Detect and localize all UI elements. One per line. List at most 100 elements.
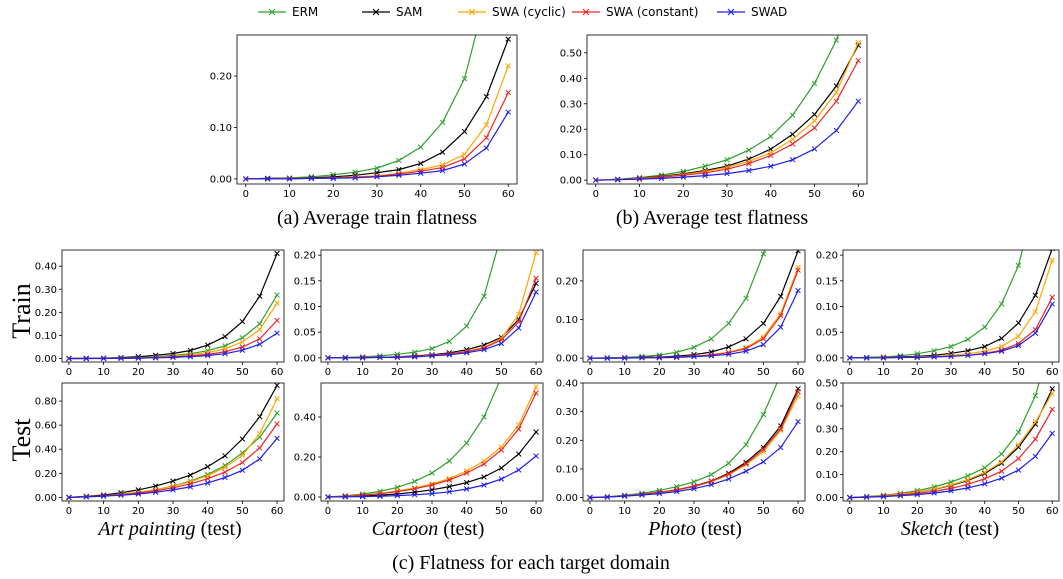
- caption-photo-italic: Photo: [647, 518, 696, 540]
- axes-frame: [320, 249, 544, 363]
- x-tick-label: 40: [460, 367, 473, 378]
- point-erm: [429, 470, 435, 476]
- x-tick-label: 60: [271, 506, 284, 517]
- point-swad: [170, 487, 176, 493]
- point-swad: [325, 355, 331, 361]
- point-swa-cyclic: [965, 476, 971, 483]
- point-swa-constant: [204, 475, 211, 482]
- x-tick-label: 0: [66, 506, 72, 517]
- point-sam: [274, 250, 280, 257]
- x-tick-label: 10: [356, 367, 369, 378]
- x-tick-label: 10: [618, 367, 631, 378]
- point-erm: [833, 37, 840, 43]
- series-line-erm: [245, 35, 477, 180]
- series-line-swa-constant: [327, 278, 537, 359]
- legend-marker-swa-cyclic: [468, 8, 476, 16]
- caption-photo-rest: (test): [696, 518, 742, 540]
- point-swa-cyclic: [811, 118, 818, 124]
- point-erm: [1015, 429, 1022, 436]
- x-tick-label: 10: [618, 506, 631, 517]
- x-tick-label: 30: [371, 189, 384, 200]
- point-swad: [948, 488, 954, 494]
- y-tick-label: 0.10: [556, 315, 578, 326]
- point-swad: [914, 491, 921, 498]
- point-swad: [760, 341, 767, 348]
- series-line-swa-cyclic: [68, 398, 278, 498]
- axes-frame: [582, 249, 806, 363]
- point-swa-cyclic: [1049, 390, 1056, 397]
- series-line-sam: [327, 283, 537, 359]
- x-tick-label: 10: [356, 506, 369, 517]
- caption-sketch: Sketch (test): [901, 518, 999, 540]
- series-line-swa-cyclic: [245, 65, 509, 180]
- point-erm: [274, 292, 280, 298]
- point-swad: [702, 172, 708, 179]
- point-erm: [725, 460, 732, 466]
- point-sam: [981, 343, 988, 350]
- point-erm: [725, 320, 732, 327]
- x-tick-label: 10: [97, 367, 110, 378]
- point-swa-constant: [777, 312, 784, 319]
- point-swa-constant: [411, 486, 418, 492]
- y-tick-label: 0.05: [816, 328, 838, 339]
- series-group: [846, 383, 1056, 501]
- x-tick-label: 10: [633, 189, 646, 200]
- x-tick-label: 50: [757, 367, 770, 378]
- point-swad: [691, 485, 697, 492]
- y-tick-label: 0.00: [294, 353, 316, 364]
- point-swa-cyclic: [789, 136, 796, 143]
- point-swad: [463, 486, 470, 492]
- point-swad: [965, 485, 971, 491]
- point-swad: [1032, 453, 1039, 460]
- x-tick-label: 20: [911, 506, 924, 517]
- point-sam: [760, 320, 767, 327]
- point-erm: [796, 66, 801, 71]
- point-swad: [374, 174, 380, 180]
- point-swad: [795, 287, 801, 294]
- point-swad: [656, 354, 663, 361]
- point-swa-constant: [222, 469, 228, 475]
- point-swa-constant: [498, 447, 505, 453]
- point-swa-constant: [981, 476, 988, 482]
- point-erm: [981, 324, 988, 330]
- panel-cartoon_test: 0 10 20 30 40 50 60 0.00 0.20 0.40: [294, 382, 544, 517]
- point-erm: [998, 451, 1005, 457]
- point-swad: [724, 170, 730, 177]
- x-tick-label: 20: [677, 189, 690, 200]
- point-swad: [100, 355, 107, 362]
- y-tick-label: 0.00: [816, 493, 838, 504]
- y-tick-label: 0.30: [816, 424, 838, 435]
- point-erm: [724, 157, 730, 163]
- caption-art-painting: Art painting (test): [96, 518, 241, 540]
- y-tick-label: 0.05: [294, 328, 316, 339]
- point-swad: [274, 435, 280, 442]
- point-swa-constant: [767, 152, 774, 159]
- y-tick-label: 0.20: [294, 453, 316, 464]
- point-swad: [931, 490, 937, 496]
- point-sam: [481, 474, 487, 480]
- point-erm: [1050, 99, 1055, 104]
- caption-cartoon: Cartoon (test): [372, 518, 485, 540]
- legend-marker-erm: [268, 8, 276, 16]
- x-tick-label: 0: [325, 506, 331, 517]
- x-tick-label: 30: [167, 367, 180, 378]
- legend-marker-sam: [372, 8, 380, 16]
- point-swad: [743, 468, 749, 474]
- panel-sketch_test: 0 10 20 30 40 50 60 0.00 0.10 0.20 0.30 0.40 0.50: [816, 379, 1060, 517]
- axes-frame: [61, 249, 285, 363]
- point-swa-constant: [505, 89, 512, 96]
- point-erm: [767, 133, 774, 140]
- point-swa-constant: [446, 477, 453, 483]
- point-swad: [498, 476, 505, 482]
- series-line-sam: [849, 250, 1053, 359]
- point-swa-cyclic: [256, 430, 263, 437]
- point-erm: [411, 478, 418, 485]
- point-erm: [789, 112, 796, 118]
- point-swad: [587, 355, 593, 361]
- series-group: [325, 250, 539, 361]
- point-erm: [463, 323, 470, 329]
- x-tick-label: 30: [945, 367, 958, 378]
- point-swa-cyclic: [256, 326, 263, 333]
- point-sam: [239, 436, 246, 442]
- legend-marker-swa-constant: [582, 8, 590, 16]
